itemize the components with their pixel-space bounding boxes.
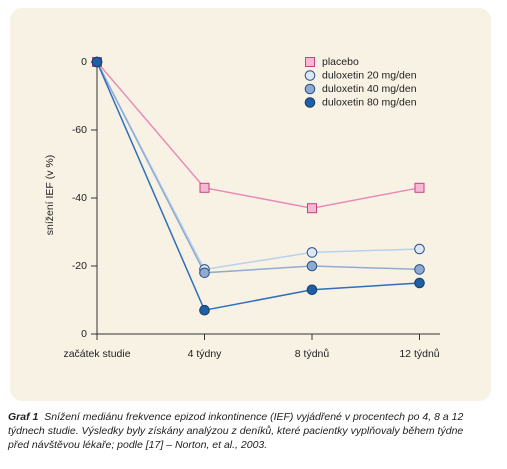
- legend-marker: [304, 70, 316, 81]
- data-point: [199, 182, 210, 193]
- legend-label: duloxetin 40 mg/den: [322, 83, 417, 95]
- legend-marker: [304, 97, 316, 108]
- y-tick-label: -20: [72, 260, 87, 272]
- series-line: [96, 61, 420, 274]
- y-tick-label: -40: [72, 192, 87, 204]
- data-point: [306, 247, 318, 258]
- x-tick-label: 12 týdnů: [399, 348, 439, 360]
- data-point: [414, 264, 425, 275]
- caption-text: Snížení mediánu frekvence epizod inkonti…: [8, 411, 464, 451]
- chart: snížení IEF (v %) 0 -20 -40 -60 0 začátek stu…: [10, 8, 491, 401]
- series-line: [96, 61, 420, 209]
- chart-background: [10, 8, 491, 401]
- data-point: [199, 304, 210, 316]
- caption-label: Graf 1: [8, 411, 39, 423]
- series-line: [96, 61, 420, 271]
- legend-label: duloxetin 80 mg/den: [322, 96, 417, 108]
- y-axis-label: snížení IEF (v %): [44, 155, 56, 236]
- legend-label: placebo: [322, 56, 359, 68]
- legend-marker: [305, 57, 315, 67]
- data-point: [414, 277, 425, 289]
- data-point: [414, 243, 425, 255]
- data-point: [91, 56, 103, 68]
- caption: Graf 1 Snížení mediánu frekvence epizod …: [8, 410, 478, 452]
- data-point: [306, 284, 318, 296]
- legend-marker: [304, 83, 316, 95]
- series-line: [96, 61, 420, 312]
- data-point: [199, 267, 210, 279]
- data-point: [414, 182, 425, 193]
- y-tick-label: -60: [72, 124, 87, 136]
- legend-label: duloxetin 20 mg/den: [322, 69, 417, 81]
- data-point: [307, 203, 317, 214]
- y-tick-label: 0: [81, 56, 87, 68]
- x-tick-label: 4 týdny: [188, 348, 223, 360]
- x-tick-label: 8 týdnů: [295, 348, 330, 360]
- x-tick-label: začátek studie: [63, 348, 130, 360]
- data-point: [306, 260, 318, 272]
- y-tick-label: 0: [81, 328, 87, 340]
